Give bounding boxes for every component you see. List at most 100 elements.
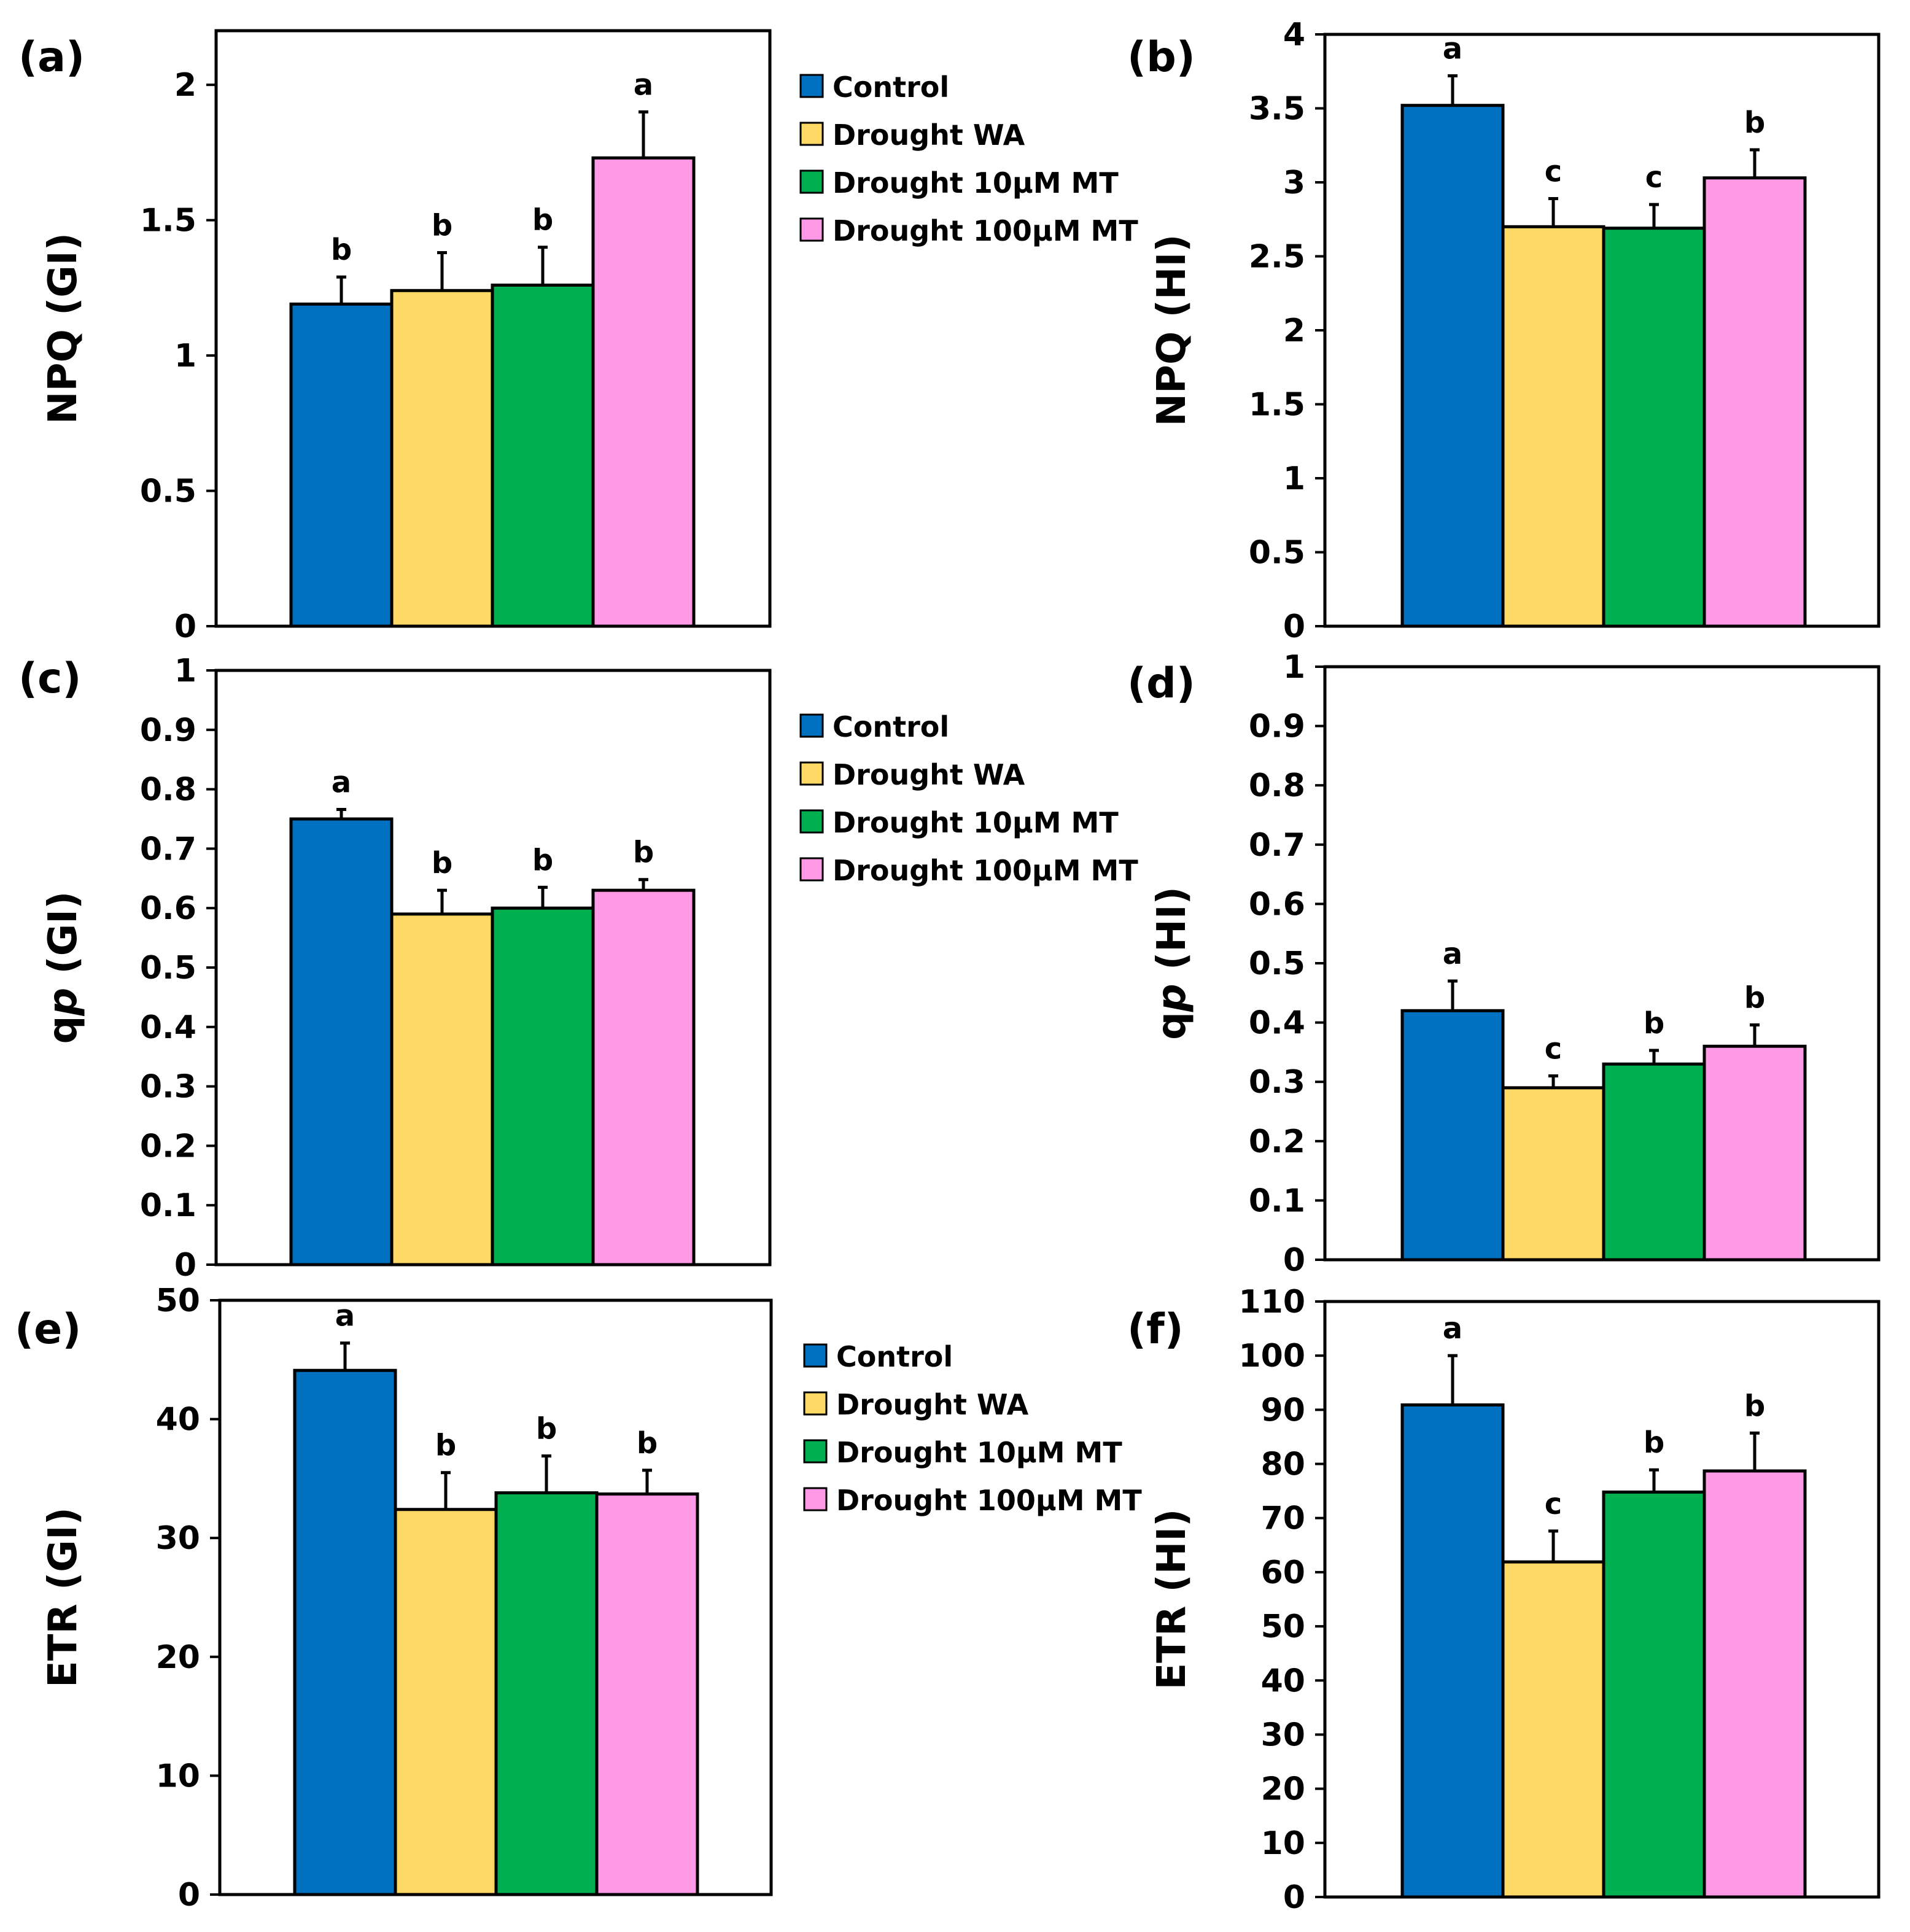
- legend-label: Drought 100µM MT: [836, 1484, 1142, 1517]
- y-tick-label: 0.4: [140, 1009, 196, 1046]
- bar-drought-10-m-mt: [1602, 1062, 1706, 1262]
- y-tick-label: 40: [156, 1402, 200, 1438]
- legend-label: Control: [836, 1340, 953, 1373]
- y-tick-label: 3: [1283, 165, 1305, 201]
- bar-drought-wa: [394, 1508, 498, 1896]
- legend-swatch: [799, 857, 824, 882]
- legend-swatch: [799, 169, 824, 194]
- significance-letter: b: [633, 836, 654, 870]
- y-tick-label: 0.7: [1249, 827, 1305, 864]
- legend-swatch: [799, 713, 824, 738]
- significance-letter: a: [332, 766, 351, 800]
- bar-drought-10-m-mt: [491, 283, 595, 628]
- legend-label: Drought WA: [833, 758, 1025, 791]
- y-label-italic: p: [41, 988, 86, 1017]
- y-tick-label: 20: [156, 1639, 200, 1676]
- significance-letter: b: [637, 1426, 658, 1461]
- significance-letter: a: [335, 1299, 355, 1333]
- legend-label: Drought 10µM MT: [833, 166, 1119, 200]
- y-tick-label: 4: [1283, 17, 1305, 53]
- bar-drought-wa: [390, 289, 494, 628]
- y-tick-label: 0.6: [140, 890, 196, 927]
- y-tick-label: 2: [1283, 312, 1305, 349]
- y-axis-label: qp (GI): [41, 891, 86, 1044]
- plot-frame: [214, 669, 772, 1267]
- bar-drought-10-m-mt: [1602, 227, 1706, 628]
- y-label-main: NPQ: [41, 329, 86, 424]
- y-tick-label: 0.3: [140, 1069, 196, 1106]
- panel-f: (f) ETR (HI) 0 10 20 30 40 50 60 70 80 90 100 110 a c b b: [1127, 1284, 1881, 1916]
- y-tick-label: 110: [1238, 1284, 1305, 1321]
- legend-label: Drought 10µM MT: [836, 1436, 1122, 1469]
- significance-letter: b: [432, 846, 452, 880]
- y-tick-label: 1: [174, 653, 196, 689]
- y-tick-label: 0.8: [1249, 767, 1305, 804]
- legend: Control Drought WA Drought 10µM MT Drought …: [799, 710, 1138, 887]
- y-axis-label: ETR (GI): [41, 1507, 86, 1688]
- y-tick-label: 0.8: [140, 772, 196, 809]
- y-tick-label: 50: [156, 1282, 200, 1319]
- y-tick-label: 0: [174, 608, 196, 645]
- y-tick-label: 0.5: [1249, 535, 1305, 572]
- legend-swatch: [803, 1487, 828, 1511]
- y-tick-label: 40: [1261, 1662, 1305, 1699]
- panel-label: (f): [1127, 1305, 1184, 1354]
- legend-label: Drought WA: [833, 118, 1025, 152]
- y-label-suffix: (GI): [41, 233, 86, 329]
- panel-c: (c) qp (GI) 0 0.1 0.2 0.3 0.4 0.5 0.6 0.7 0.8 0.9 1 a…: [18, 653, 1138, 1284]
- y-tick-label: 80: [1261, 1446, 1305, 1483]
- plot-frame: [214, 29, 772, 628]
- legend-swatch: [803, 1439, 828, 1464]
- bar-drought-100-m-mt: [1702, 1469, 1807, 1899]
- y-tick-label: 10: [1261, 1825, 1305, 1862]
- y-tick-label: 30: [1261, 1717, 1305, 1753]
- bar-drought-wa: [390, 912, 494, 1267]
- y-tick-label: 0: [1283, 1242, 1305, 1279]
- y-axis-label: ETR (HI): [1149, 1509, 1195, 1690]
- y-label-main: q: [1149, 1012, 1195, 1040]
- significance-letter: b: [435, 1429, 456, 1463]
- bar-control: [1400, 1403, 1505, 1899]
- y-tick-label: 0.1: [140, 1187, 196, 1224]
- legend-label: Drought WA: [836, 1388, 1029, 1421]
- y-label-suffix: (GI): [41, 1507, 86, 1604]
- significance-letter: b: [1644, 1006, 1664, 1041]
- plot-frame: [1323, 665, 1881, 1262]
- panel-b: (b) NPQ (HI) 0 0.5 1 1.5 2 2.5 3 3.5 4 a c c b: [1127, 17, 1881, 645]
- legend-swatch: [799, 809, 824, 834]
- y-axis-label: NPQ (GI): [41, 233, 86, 424]
- significance-letter: c: [1545, 155, 1562, 189]
- panel-label: (c): [18, 654, 81, 703]
- y-tick-label: 1.5: [1249, 387, 1305, 424]
- panel-label: (e): [15, 1305, 81, 1354]
- legend-swatch: [799, 122, 824, 146]
- significance-letter: b: [1744, 106, 1765, 140]
- y-label-italic: p: [1149, 983, 1195, 1012]
- y-label-suffix: (GI): [41, 891, 86, 988]
- plot-frame: [1323, 33, 1881, 628]
- y-tick-label: 0.6: [1249, 886, 1305, 923]
- legend-label: Control: [833, 710, 949, 743]
- significance-letter: a: [1443, 31, 1462, 66]
- legend-label: Drought 10µM MT: [833, 806, 1119, 839]
- significance-letter: b: [532, 203, 553, 238]
- y-tick-label: 0.9: [1249, 708, 1305, 745]
- panel-label: (d): [1127, 659, 1195, 708]
- legend-swatch: [803, 1343, 828, 1368]
- bar-drought-100-m-mt: [591, 888, 696, 1267]
- y-axis-label: NPQ (HI): [1149, 234, 1195, 426]
- y-label-main: ETR: [1149, 1606, 1195, 1690]
- y-tick-label: 2: [174, 67, 196, 104]
- plot-frame: [1323, 1300, 1881, 1899]
- y-tick-label: 0.5: [1249, 945, 1305, 982]
- legend-swatch: [799, 74, 824, 98]
- bar-drought-100-m-mt: [1702, 176, 1807, 628]
- bar-drought-10-m-mt: [491, 906, 595, 1267]
- y-tick-label: 0.2: [1249, 1123, 1305, 1160]
- y-tick-label: 3.5: [1249, 91, 1305, 128]
- legend-swatch: [799, 217, 824, 242]
- y-label-suffix: (HI): [1149, 234, 1195, 331]
- significance-letter: a: [1443, 937, 1462, 971]
- bar-drought-10-m-mt: [494, 1491, 599, 1896]
